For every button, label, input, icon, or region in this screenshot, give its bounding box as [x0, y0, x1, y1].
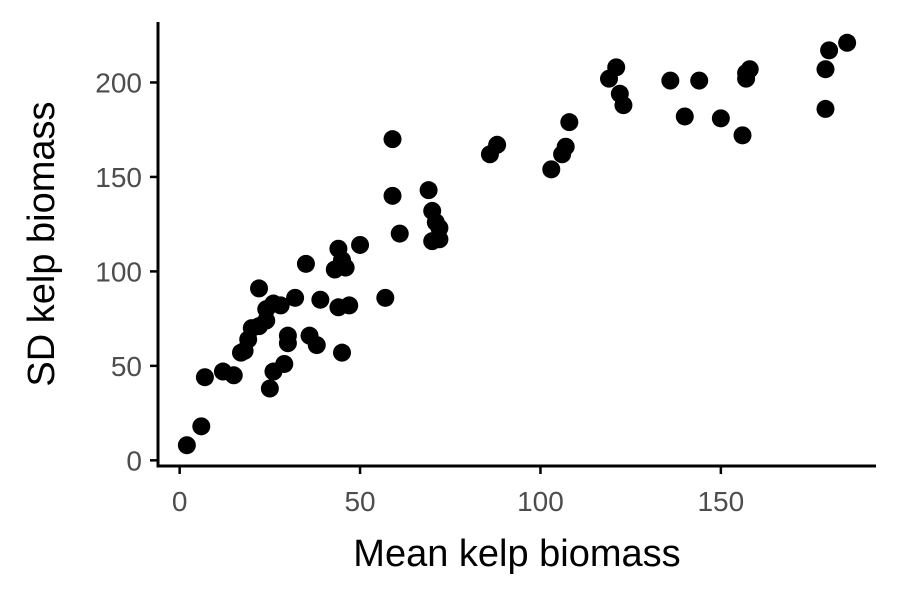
data-point	[257, 311, 276, 330]
data-point	[661, 71, 680, 90]
data-point	[816, 60, 835, 79]
x-tick-label: 100	[517, 486, 564, 517]
y-tick-label: 50	[111, 351, 142, 382]
data-point	[383, 186, 402, 205]
data-point	[278, 326, 297, 345]
x-tick-label: 150	[697, 486, 744, 517]
data-point	[307, 336, 326, 355]
data-point	[351, 235, 370, 254]
data-point	[838, 33, 857, 52]
data-point	[275, 354, 294, 373]
data-point	[296, 254, 315, 273]
data-point	[260, 379, 279, 398]
x-tick-label: 0	[172, 486, 188, 517]
data-point	[816, 99, 835, 118]
y-tick-label: 150	[95, 162, 142, 193]
data-point	[336, 258, 355, 277]
data-point	[333, 343, 352, 362]
data-point	[250, 279, 269, 298]
data-point	[607, 58, 626, 77]
data-point	[390, 224, 409, 243]
data-point	[740, 60, 759, 79]
y-axis-title: SD kelp biomass	[21, 101, 63, 386]
data-point	[430, 218, 449, 237]
data-point	[733, 126, 752, 145]
y-tick-label: 0	[126, 445, 142, 476]
data-point	[195, 368, 214, 387]
data-point	[376, 288, 395, 307]
data-points	[177, 33, 857, 455]
x-axis-title: Mean kelp biomass	[353, 533, 680, 575]
data-point	[556, 137, 575, 156]
data-point	[488, 135, 507, 154]
data-point	[560, 113, 579, 132]
data-point	[614, 96, 633, 115]
data-point	[340, 296, 359, 315]
data-point	[690, 71, 709, 90]
y-tick-label: 100	[95, 256, 142, 287]
data-point	[383, 130, 402, 149]
data-point	[177, 436, 196, 455]
x-tick-label: 50	[344, 486, 375, 517]
y-axis-ticks: 0 50 100 150 200	[95, 67, 158, 476]
data-point	[542, 160, 561, 179]
data-point	[286, 288, 305, 307]
data-point	[224, 366, 243, 385]
data-point	[711, 109, 730, 128]
data-point	[271, 296, 290, 315]
data-point	[192, 417, 211, 436]
data-point	[675, 107, 694, 126]
y-tick-label: 200	[95, 67, 142, 98]
data-point	[419, 181, 438, 200]
data-point	[820, 41, 839, 60]
data-point	[311, 290, 330, 309]
x-axis-ticks: 0 50 100 150	[172, 466, 744, 517]
